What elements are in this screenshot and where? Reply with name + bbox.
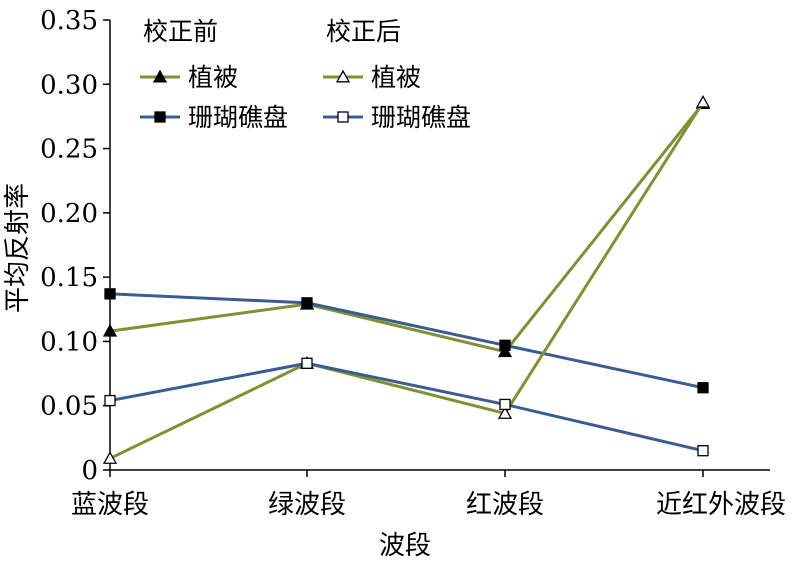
- series-line: [109, 101, 705, 460]
- legend-label: 珊瑚礁盘: [188, 103, 288, 132]
- data-point: [301, 357, 313, 369]
- data-point: [497, 344, 513, 358]
- legend-swatch-marker: [337, 111, 349, 123]
- data-point: [497, 406, 513, 419]
- series-2: [102, 94, 711, 464]
- data-point: [695, 94, 711, 108]
- y-tick-label: 0.25: [40, 135, 98, 165]
- data-point: [697, 445, 709, 457]
- y-ticks: 0 0.05 0.10 0.15 0.20 0.25 0.30 0.35: [40, 6, 110, 486]
- data-point: [499, 398, 511, 411]
- data-point: [104, 394, 116, 407]
- y-tick-label: 0.35: [40, 6, 98, 36]
- data-point: [104, 288, 116, 300]
- y-tick-label: 0.15: [40, 263, 98, 293]
- series-line: [109, 361, 704, 453]
- y-tick-label: 0.30: [40, 70, 98, 100]
- series-1: [104, 288, 709, 394]
- x-axis-title: 波段: [379, 531, 431, 561]
- legend-swatch-marker: [335, 69, 351, 83]
- legend-label: 植被: [371, 63, 421, 92]
- series-line: [109, 102, 705, 354]
- y-tick-label: 0: [81, 456, 98, 486]
- y-tick-label: 0.05: [40, 392, 98, 422]
- y-axis-title: 平均反射率: [3, 183, 33, 313]
- y-tick-label: 0.10: [40, 327, 98, 357]
- data-point: [301, 297, 313, 309]
- legend-group-title-after: 校正后: [326, 17, 401, 46]
- legend-label: 珊瑚礁盘: [371, 103, 471, 132]
- series-layer: [102, 94, 711, 464]
- x-tick-label: 蓝波段: [71, 490, 149, 520]
- series-line: [109, 292, 704, 390]
- data-point: [102, 451, 118, 464]
- x-ticks: 蓝波段 绿波段 红波段 近红外波段: [71, 470, 786, 520]
- y-tick-label: 0.20: [40, 199, 98, 229]
- x-tick-label: 近红外波段: [656, 490, 786, 520]
- series-3: [104, 357, 709, 457]
- x-tick-label: 红波段: [466, 490, 544, 520]
- data-point: [697, 382, 709, 394]
- data-point: [102, 323, 118, 337]
- legend-group-title-before: 校正前: [143, 17, 218, 46]
- legend-label: 植被: [188, 63, 238, 92]
- x-tick-label: 绿波段: [268, 490, 346, 520]
- legend-swatch-marker: [154, 111, 166, 123]
- data-point: [499, 339, 511, 351]
- legend-swatch-marker: [152, 69, 168, 83]
- series-0: [102, 96, 711, 358]
